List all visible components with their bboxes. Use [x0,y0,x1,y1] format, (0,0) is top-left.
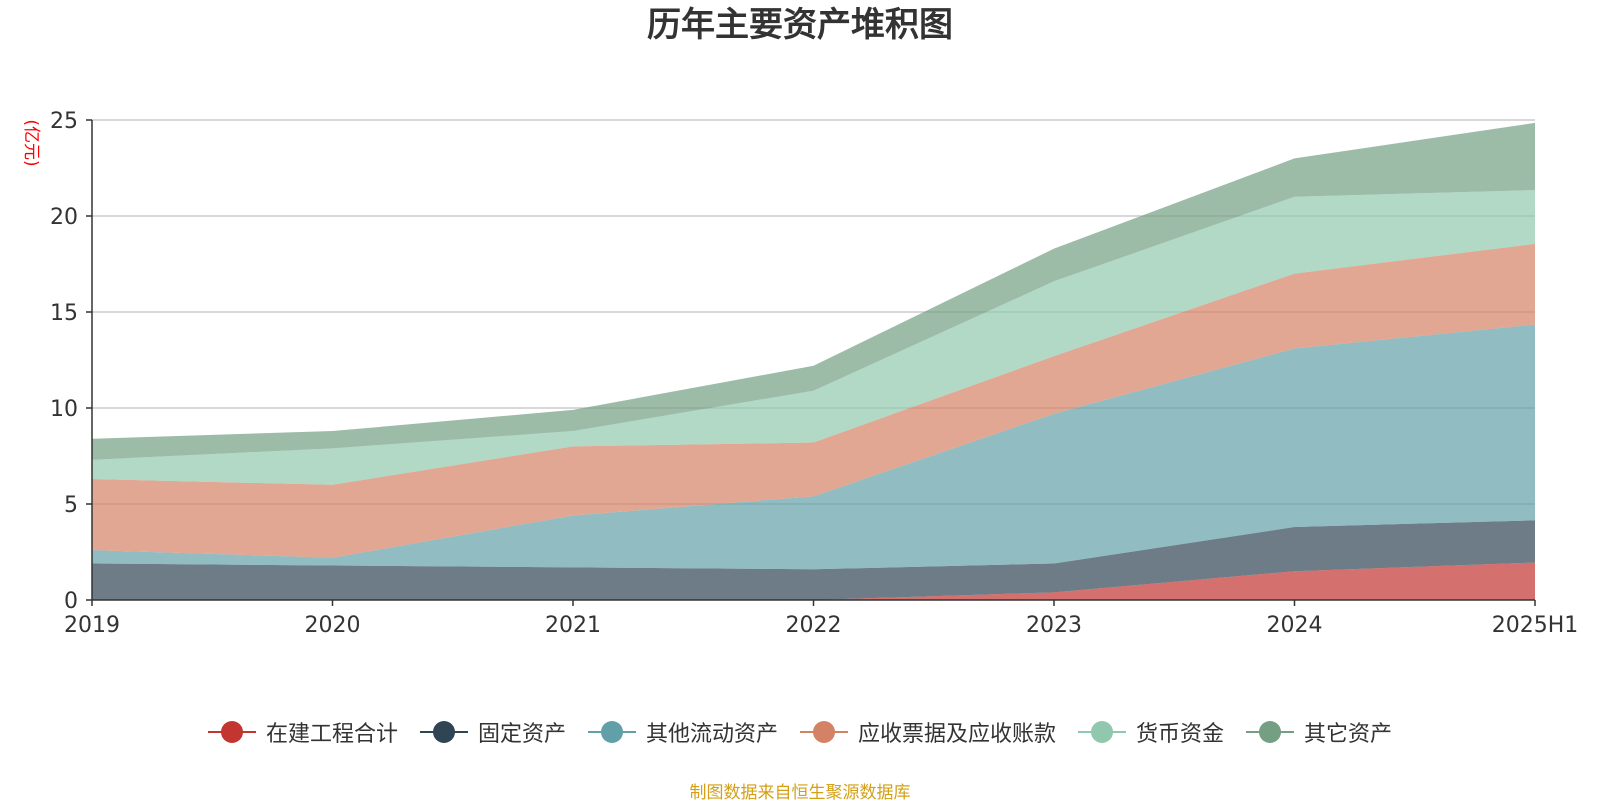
y-tick-label: 15 [50,301,78,326]
legend-item[interactable]: 货币资金 [1078,716,1224,748]
legend-item[interactable]: 固定资产 [419,716,566,748]
legend-label: 货币资金 [1136,722,1225,747]
y-axis-label: (亿元) [21,119,41,166]
legend-marker [419,720,468,744]
x-tick-label: 2023 [1026,613,1082,638]
legend-marker [1078,720,1127,744]
x-tick-label: 2021 [545,613,601,638]
area-1 [92,562,1535,600]
legend-marker [800,720,848,744]
legend-item[interactable]: 其他流动资产 [587,716,778,748]
y-tick-label: 0 [64,589,78,614]
area-series [92,122,1535,600]
legend-label: 其它资产 [1304,722,1393,747]
area-2 [92,520,1535,600]
legend-item[interactable]: 在建工程合计 [207,716,398,748]
legend-marker [587,720,636,744]
legend: 在建工程合计 固定资产 其他流动资产 应收票据及应收账款 货币资金 其它资产 [0,716,1600,748]
y-tick-label: 5 [64,493,78,518]
x-tick-label: 2024 [1267,613,1323,638]
legend-marker [1246,720,1295,744]
area-5 [92,190,1535,485]
x-tick-label: 2025H1 [1492,613,1579,638]
y-tick-label: 25 [50,109,78,134]
y-tick-label: 10 [50,397,78,422]
chart-title: 历年主要资产堆积图 [647,5,953,45]
x-tick-label: 2022 [786,613,842,638]
legend-item[interactable]: 其它资产 [1246,716,1392,748]
y-tick-label: 20 [50,205,78,230]
legend-label: 应收票据及应收账款 [858,722,1057,747]
legend-label: 在建工程合计 [265,722,398,747]
x-tick-label: 2019 [64,613,120,638]
legend-label: 固定资产 [477,722,566,747]
legend-marker [207,720,256,744]
area-3 [92,324,1535,570]
source-note: 制图数据来自恒生聚源数据库 [689,783,911,803]
area-6 [92,122,1535,460]
x-tick-label: 2020 [305,613,361,638]
axes: 0 5 10 15 20 25 2019 2020 2021 2022 2023 2024 2025H1 [50,109,1578,638]
legend-item[interactable]: 应收票据及应收账款 [800,716,1056,748]
legend-label: 其他流动资产 [645,722,778,747]
area-4 [92,243,1535,558]
